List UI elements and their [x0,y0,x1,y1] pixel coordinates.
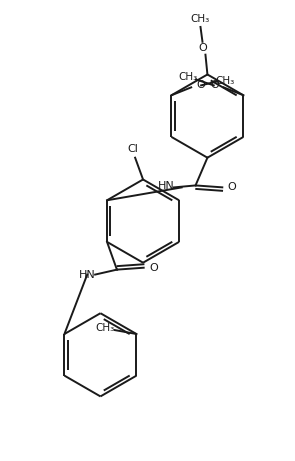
Text: O: O [228,183,237,192]
Text: CH₃: CH₃ [215,77,235,86]
Text: HN: HN [79,270,96,279]
Text: CH₃: CH₃ [190,14,209,24]
Text: Cl: Cl [128,144,139,154]
Text: CH₃: CH₃ [95,323,114,333]
Text: O: O [196,80,205,90]
Text: CH₃: CH₃ [178,72,198,83]
Text: O: O [210,80,219,90]
Text: O: O [149,263,158,272]
Text: O: O [198,43,207,53]
Text: HN: HN [158,182,174,191]
